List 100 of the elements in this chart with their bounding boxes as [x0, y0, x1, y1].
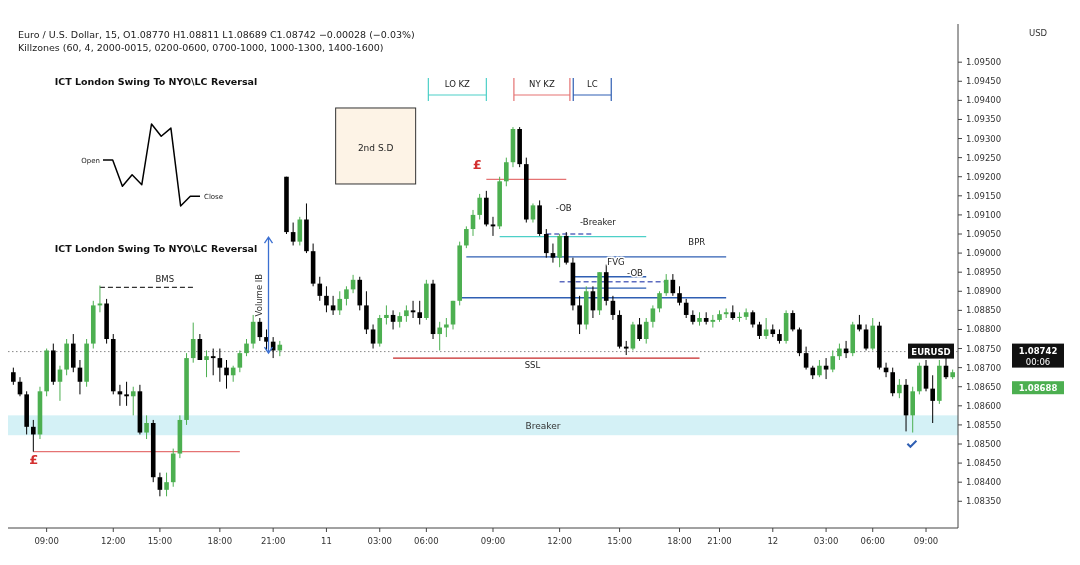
y-tick-label: 1.08600 — [966, 400, 1002, 411]
candlestick — [803, 346, 809, 371]
ref-line-label: EURUSD — [911, 346, 951, 357]
candlestick — [863, 323, 869, 351]
candlestick — [297, 216, 303, 246]
candlestick — [897, 378, 902, 399]
annotation: SSL — [524, 359, 541, 370]
candlestick — [657, 290, 662, 313]
candlestick — [650, 304, 656, 329]
band-label: Breaker — [525, 421, 561, 432]
candlestick — [164, 472, 169, 497]
x-tick-label: 06:00 — [860, 536, 885, 546]
candlestick — [130, 386, 136, 416]
candlestick — [577, 295, 582, 335]
candlestick — [217, 348, 223, 383]
annotation: -OB — [555, 203, 572, 214]
annotation: 2nd S.D — [357, 142, 394, 153]
annotation: BMS — [155, 273, 175, 284]
x-tick-label: 09:00 — [913, 536, 939, 546]
annotation: NY KZ — [529, 79, 555, 89]
y-tick-label: 1.08650 — [966, 381, 1002, 392]
y-tick-label: 1.09500 — [966, 57, 1002, 68]
y-tick-label: 1.09050 — [966, 229, 1002, 239]
candlestick — [737, 311, 742, 323]
text: ICT London Swing To NYO\LC Reversal — [54, 243, 258, 254]
y-tick-label: 1.09300 — [966, 133, 1002, 144]
annotation: LO KZ — [444, 79, 471, 89]
text: 1.08742 — [1018, 345, 1058, 356]
candlestick — [464, 225, 469, 249]
y-tick-label: 1.08800 — [966, 324, 1002, 335]
candlestick — [224, 359, 229, 390]
candlestick — [31, 419, 36, 453]
text: 1.08688 — [1018, 383, 1058, 394]
annotation: £ — [472, 157, 482, 173]
candlestick — [504, 157, 509, 187]
x-tick-label: 21:00 — [260, 536, 286, 546]
candlestick — [643, 317, 649, 345]
candlestick — [477, 193, 482, 220]
y-tick-label: 1.08700 — [966, 362, 1002, 373]
x-tick-label: 12:00 — [101, 536, 126, 546]
x-tick-label: 09:00 — [34, 536, 59, 546]
y-tick-label: 1.08500 — [966, 439, 1002, 449]
x-tick-label: 03:00 — [813, 536, 839, 546]
candlestick — [144, 414, 149, 440]
y-tick-label: 1.09350 — [966, 114, 1002, 125]
annotation: BPR — [688, 237, 706, 248]
x-tick-label: 21:00 — [707, 536, 732, 546]
candlestick — [124, 381, 129, 407]
candlestick — [830, 349, 836, 373]
candlestick — [157, 472, 163, 497]
y-tick-label: 1.09250 — [966, 152, 1002, 163]
y-tick-label: 1.09000 — [966, 248, 1002, 259]
candlestick — [190, 322, 196, 364]
annotation: £ — [29, 452, 39, 468]
candlestick — [743, 307, 749, 321]
y-axis-title: USD — [1028, 28, 1048, 38]
candlestick — [317, 276, 323, 302]
candlestick — [344, 285, 349, 306]
candlestick — [557, 233, 562, 268]
annotation: Volume IB — [254, 273, 265, 317]
x-tick-label: 15:00 — [147, 536, 173, 546]
x-tick-label: 12 — [767, 536, 779, 546]
candlestick — [637, 317, 642, 342]
candlestick — [677, 285, 682, 306]
y-tick-label: 1.08400 — [966, 477, 1002, 488]
candlestick — [204, 349, 209, 378]
candlestick — [930, 374, 935, 424]
y-tick-label: 1.08450 — [966, 458, 1002, 469]
y-tick-label: 1.08900 — [966, 286, 1002, 297]
x-tick-label: 18:00 — [207, 536, 233, 546]
annotation: -OB — [627, 268, 644, 278]
candlestick — [290, 222, 296, 246]
candlestick — [370, 323, 376, 350]
annotation: Killzones (60, 4, 2000-0015, 0200-0600, 0700-1000, 1000-1300, 1400-1600) — [18, 42, 384, 53]
candlestick — [763, 317, 769, 340]
y-tick-label: 1.09400 — [966, 95, 1002, 106]
x-tick-label: 09:00 — [480, 536, 506, 546]
candlestick — [324, 285, 329, 313]
y-tick-label: 1.09450 — [966, 76, 1002, 87]
annotation: -Breaker — [580, 216, 617, 227]
x-tick-label: 15:00 — [607, 536, 632, 546]
x-tick-label: 18:00 — [667, 536, 692, 546]
y-tick-label: 1.08850 — [966, 305, 1002, 316]
candlestick — [337, 290, 343, 316]
candlestick — [444, 317, 449, 338]
y-tick-label: 1.09200 — [966, 171, 1002, 182]
candlestick — [384, 304, 389, 325]
y-tick-label: 1.09100 — [966, 209, 1002, 220]
x-tick-label: 11 — [321, 536, 332, 546]
candlestick — [890, 367, 896, 397]
y-tick-label: 1.08350 — [966, 496, 1002, 507]
candlestick — [437, 321, 442, 351]
candlestick — [790, 309, 796, 332]
candlestick — [237, 349, 243, 373]
y-tick-label: 1.08550 — [966, 419, 1002, 430]
chart-title: ICT London Swing To NYO\LC Reversal — [54, 76, 258, 87]
x-tick-label: 03:00 — [367, 536, 392, 546]
candlestick — [663, 273, 669, 297]
annotation: Euro / U.S. Dollar, 15, O1.08770 H1.08811 L1.08689 C1.08742 −0.00028 (−0.03%) — [18, 29, 415, 40]
x-tick-label: 12:00 — [547, 536, 572, 546]
